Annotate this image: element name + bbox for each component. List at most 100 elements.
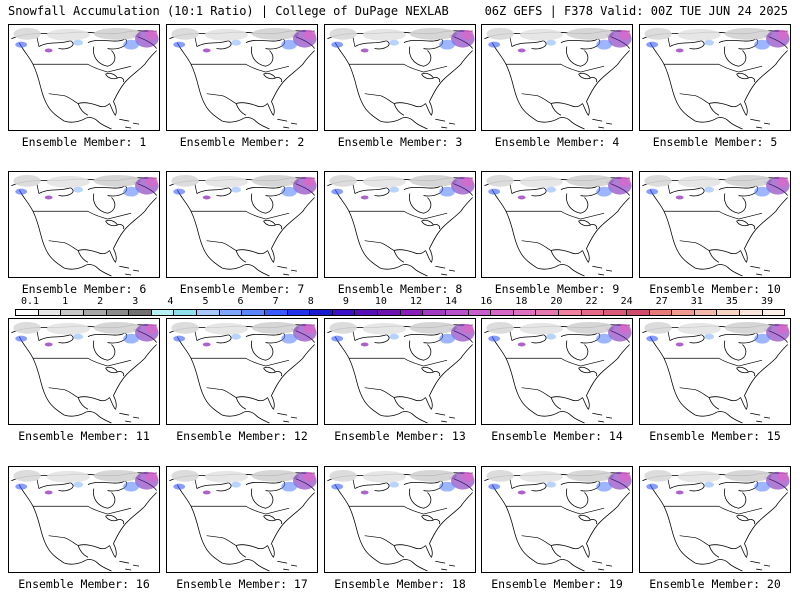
ensemble-member-label: Ensemble Member: 14 [491, 429, 623, 443]
colorbar-label: 9 [342, 296, 349, 307]
ensemble-panel: Ensemble Member: 18 [324, 466, 476, 596]
ensemble-member-label: Ensemble Member: 9 [494, 282, 620, 296]
colorbar-swatch [423, 310, 446, 315]
snowfall-colorbar: 0.1 1 2 3 4 5 6 7 8 9 10 12 14 16 18 20 22 24 27 31 35 39 [15, 296, 785, 320]
colorbar-swatch [61, 310, 84, 315]
colorbar-swatch [626, 310, 650, 315]
ensemble-member-label: Ensemble Member: 13 [334, 429, 466, 443]
colorbar-swatch [559, 310, 582, 315]
colorbar-swatch [38, 310, 62, 315]
colorbar-label: 31 [690, 296, 703, 307]
ensemble-member-label: Ensemble Member: 1 [21, 135, 147, 149]
ensemble-panel: Ensemble Member: 16 [8, 466, 160, 596]
colorbar-swatch [129, 310, 152, 315]
ensemble-member-label: Ensemble Member: 16 [18, 577, 150, 591]
ensemble-member-label: Ensemble Member: 3 [337, 135, 463, 149]
colorbar-label: 4 [167, 296, 174, 307]
colorbar-swatches [15, 309, 785, 316]
snowfall-map [166, 318, 318, 425]
colorbar-swatch [264, 310, 288, 315]
colorbar-label: 14 [445, 296, 458, 307]
ensemble-member-label: Ensemble Member: 8 [337, 282, 463, 296]
colorbar-label: 16 [480, 296, 493, 307]
snowfall-map [324, 466, 476, 573]
ensemble-panel: Ensemble Member: 20 [639, 466, 791, 596]
ensemble-panel: Ensemble Member: 10 [639, 171, 791, 301]
ensemble-member-label: Ensemble Member: 18 [334, 577, 466, 591]
colorbar-label: 3 [132, 296, 139, 307]
ensemble-member-label: Ensemble Member: 17 [176, 577, 308, 591]
ensemble-panel: Ensemble Member: 19 [481, 466, 633, 596]
snowfall-map [8, 466, 160, 573]
snowfall-map [639, 171, 791, 278]
snowfall-map [166, 24, 318, 131]
ensemble-panel: Ensemble Member: 9 [481, 171, 633, 301]
colorbar-label: 1 [62, 296, 69, 307]
snowfall-map [639, 24, 791, 131]
colorbar-swatch [491, 310, 514, 315]
ensemble-member-label: Ensemble Member: 12 [176, 429, 308, 443]
ensemble-member-label: Ensemble Member: 7 [179, 282, 305, 296]
run-valid-time: 06Z GEFS | F378 Valid: 00Z TUE JUN 24 20… [484, 4, 788, 18]
colorbar-swatch [151, 310, 175, 315]
map-title: Snowfall Accumulation (10:1 Ratio) | Col… [8, 4, 449, 18]
colorbar-swatch [581, 310, 605, 315]
colorbar-label: 10 [374, 296, 387, 307]
ensemble-member-label: Ensemble Member: 19 [491, 577, 623, 591]
ensemble-panel: Ensemble Member: 11 [8, 318, 160, 448]
snowfall-map [481, 466, 633, 573]
ensemble-panel: Ensemble Member: 8 [324, 171, 476, 301]
snowfall-map [639, 318, 791, 425]
ensemble-panel: Ensemble Member: 7 [166, 171, 318, 301]
ensemble-member-label: Ensemble Member: 5 [652, 135, 778, 149]
colorbar-label: 35 [725, 296, 738, 307]
colorbar-labels: 0.1 1 2 3 4 5 6 7 8 9 10 12 14 16 18 20 22 24 27 31 35 39 [15, 296, 785, 308]
colorbar-swatch [604, 310, 627, 315]
colorbar-swatch [445, 310, 469, 315]
colorbar-label: 2 [97, 296, 104, 307]
ensemble-panel: Ensemble Member: 5 [639, 24, 791, 154]
colorbar-label: 27 [655, 296, 668, 307]
ensemble-panel: Ensemble Member: 14 [481, 318, 633, 448]
ensemble-panel: Ensemble Member: 17 [166, 466, 318, 596]
snowfall-map [8, 24, 160, 131]
snowfall-map [324, 171, 476, 278]
colorbar-label: 6 [237, 296, 244, 307]
ensemble-member-label: Ensemble Member: 6 [21, 282, 147, 296]
colorbar-label: 20 [550, 296, 563, 307]
snowfall-map [324, 318, 476, 425]
snowfall-map [166, 466, 318, 573]
colorbar-swatch [310, 310, 333, 315]
colorbar-swatch [83, 310, 107, 315]
ensemble-member-label: Ensemble Member: 20 [649, 577, 781, 591]
ensemble-panel: Ensemble Member: 2 [166, 24, 318, 154]
colorbar-swatch [468, 310, 492, 315]
colorbar-swatch [378, 310, 401, 315]
colorbar-swatch [16, 310, 39, 315]
ensemble-panel: Ensemble Member: 4 [481, 24, 633, 154]
snowfall-map [324, 24, 476, 131]
colorbar-label: 24 [620, 296, 633, 307]
ensemble-panel: Ensemble Member: 13 [324, 318, 476, 448]
ensemble-member-label: Ensemble Member: 10 [649, 282, 781, 296]
colorbar-label: 18 [515, 296, 528, 307]
snowfall-map [8, 318, 160, 425]
snowfall-map [166, 171, 318, 278]
colorbar-swatch [536, 310, 559, 315]
snowfall-map [481, 318, 633, 425]
colorbar-label: 12 [410, 296, 423, 307]
colorbar-swatch [649, 310, 673, 315]
colorbar-swatch [174, 310, 197, 315]
colorbar-swatch [106, 310, 130, 315]
ensemble-member-label: Ensemble Member: 15 [649, 429, 781, 443]
ensemble-panel: Ensemble Member: 15 [639, 318, 791, 448]
colorbar-label: 0.1 [20, 296, 40, 307]
colorbar-swatch [242, 310, 265, 315]
colorbar-label: 7 [272, 296, 279, 307]
snowfall-map [639, 466, 791, 573]
colorbar-swatch [197, 310, 220, 315]
snowfall-map [481, 24, 633, 131]
colorbar-swatch [672, 310, 695, 315]
colorbar-label: 22 [585, 296, 598, 307]
